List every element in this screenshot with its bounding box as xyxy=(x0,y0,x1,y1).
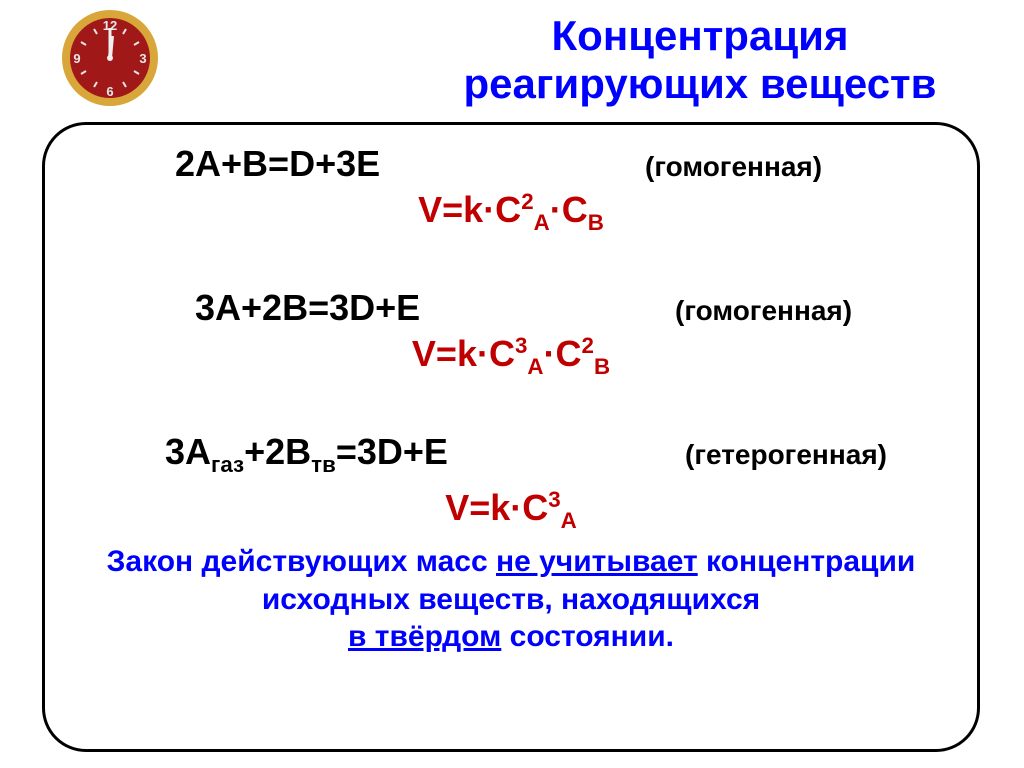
law-u2: в твёрдом xyxy=(348,620,501,653)
reaction1-equation: 2A+B=D+3E xyxy=(175,143,645,185)
r3-s1: 3 xyxy=(548,487,560,512)
r1-sb1: A xyxy=(534,210,550,235)
r1-mid: ·C xyxy=(550,189,588,230)
law-u1: не учитывает xyxy=(496,545,698,578)
r3-esuf: =3D+E xyxy=(336,431,448,472)
reaction3-equation: 3Aгаз+2Bтв=3D+E xyxy=(165,431,685,473)
clock-6: 6 xyxy=(106,84,113,99)
reaction1-type: (гомогенная) xyxy=(645,151,822,183)
law-p3: состоянии. xyxy=(501,620,674,653)
law-statement: Закон действующих масс не учитывает конц… xyxy=(65,543,957,656)
r1-s1: 2 xyxy=(521,189,533,214)
r3-es2: тв xyxy=(311,452,336,477)
reaction3-rate: V=k·C3A xyxy=(65,487,957,529)
r2-pref: V=k·C xyxy=(412,333,515,374)
r3-es1: газ xyxy=(211,452,244,477)
clock-9: 9 xyxy=(73,51,80,66)
reaction3-type: (гетерогенная) xyxy=(685,439,887,471)
reaction2-type: (гомогенная) xyxy=(675,295,852,327)
content-box: 2A+B=D+3E (гомогенная) V=k·C2A·CB 3A+2B=… xyxy=(42,122,980,752)
reaction2-rate: V=k·C3A·C2B xyxy=(65,333,957,375)
r2-s2: 2 xyxy=(582,333,594,358)
clock-3: 3 xyxy=(139,51,146,66)
law-p1: Закон действующих масс xyxy=(107,545,496,578)
r3-pref: V=k·C xyxy=(445,487,548,528)
r2-sb2: B xyxy=(594,354,610,379)
r3-emid: +2B xyxy=(244,431,311,472)
r1-sb2: B xyxy=(588,210,604,235)
r2-mid: ·C xyxy=(544,333,582,374)
reaction1-rate: V=k·C2A·CB xyxy=(65,189,957,231)
reaction2-equation: 3A+2B=3D+E xyxy=(195,287,675,329)
r2-sb1: A xyxy=(527,354,543,379)
r1-pref: V=k·C xyxy=(418,189,521,230)
title-line2: реагирующих веществ xyxy=(464,60,937,107)
page-title: Концентрация реагирующих веществ xyxy=(390,12,1010,109)
clock-icon: 12 3 6 9 xyxy=(60,8,160,108)
r3-epref: 3A xyxy=(165,431,211,472)
r2-s1: 3 xyxy=(515,333,527,358)
r3-sb1: A xyxy=(561,508,577,533)
title-line1: Концентрация xyxy=(552,12,849,59)
